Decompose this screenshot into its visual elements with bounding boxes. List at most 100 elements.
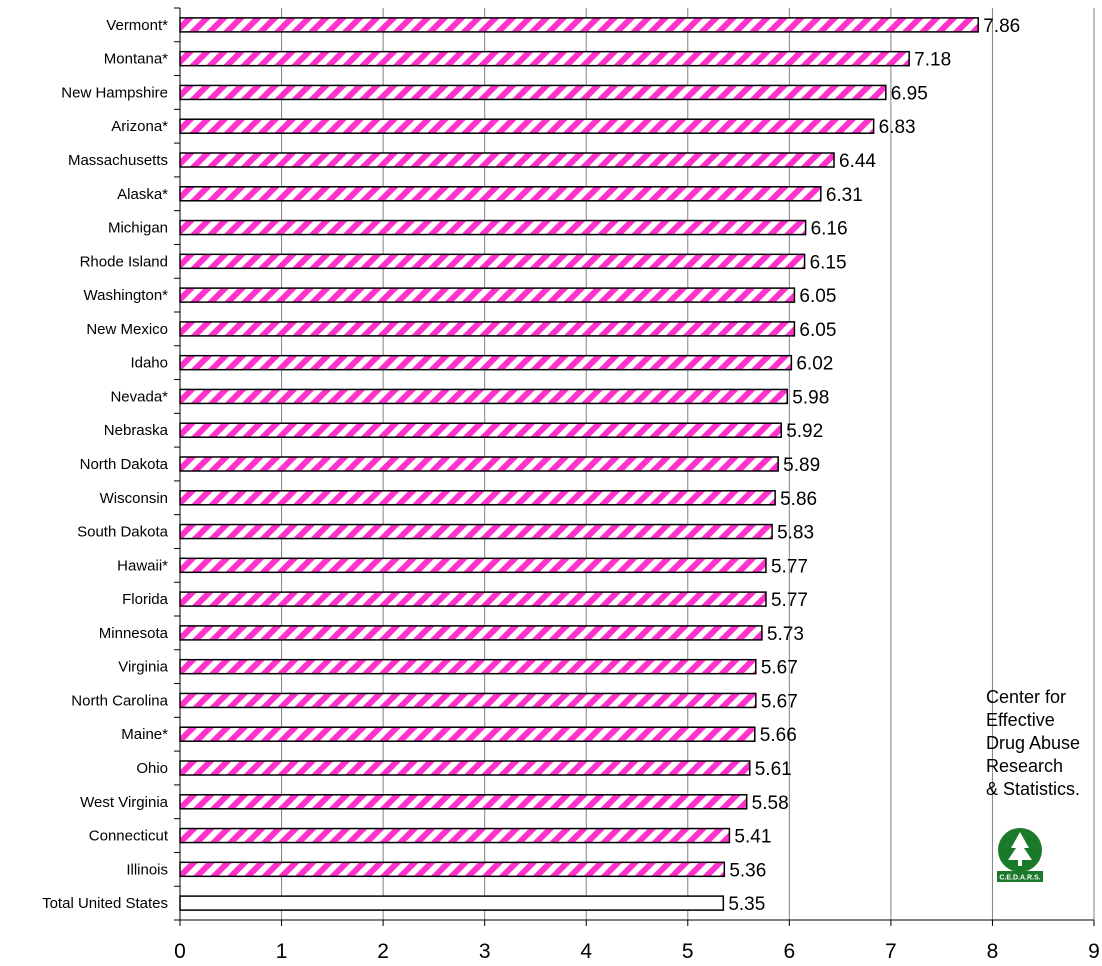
category-label: Virginia bbox=[118, 659, 168, 676]
category-label: Massachusetts bbox=[68, 152, 168, 169]
bar bbox=[179, 760, 751, 776]
data-label: 5.41 bbox=[734, 827, 771, 848]
bar bbox=[179, 895, 725, 911]
category-label: New Mexico bbox=[86, 321, 168, 338]
category-label: Washington* bbox=[84, 287, 169, 304]
bar bbox=[179, 287, 796, 303]
tick-label-x-7: 7 bbox=[885, 940, 897, 963]
bar bbox=[179, 658, 757, 675]
tick-label-x-9: 9 bbox=[1088, 940, 1100, 963]
note-line-1: Center for bbox=[986, 687, 1067, 707]
category-label: Arizona* bbox=[111, 118, 168, 135]
data-label: 5.35 bbox=[728, 894, 765, 915]
data-label: 6.05 bbox=[799, 286, 836, 307]
logo-text: C.E.D.A.R.S. bbox=[999, 875, 1040, 882]
bar bbox=[179, 794, 748, 810]
bar bbox=[179, 625, 763, 641]
category-label: Illinois bbox=[126, 861, 168, 878]
tick-label-x-2: 2 bbox=[377, 940, 389, 963]
labels: 0 1 2 3 4 5 6 7 8 9 Vermont* 7.86 Montana* 7.18 New Ha… bbox=[42, 16, 1100, 963]
category-label: West Virginia bbox=[80, 794, 168, 811]
data-label: 6.31 bbox=[826, 185, 863, 206]
category-label: Vermont* bbox=[106, 17, 168, 34]
category-label: Michigan bbox=[108, 220, 168, 237]
tick-label-x-5: 5 bbox=[682, 940, 694, 963]
data-label: 6.15 bbox=[810, 252, 847, 273]
category-label: South Dakota bbox=[77, 524, 169, 541]
tick-label-x-8: 8 bbox=[987, 940, 999, 963]
category-label: Montana* bbox=[104, 51, 168, 68]
data-label: 5.66 bbox=[760, 725, 797, 746]
bar bbox=[179, 523, 773, 540]
data-label: 5.77 bbox=[771, 556, 808, 577]
bar bbox=[179, 422, 782, 438]
data-label: 7.18 bbox=[914, 50, 951, 71]
bar bbox=[179, 827, 731, 844]
bar bbox=[179, 456, 779, 472]
note-line-2: Effective bbox=[986, 710, 1055, 730]
category-label: Wisconsin bbox=[100, 490, 168, 507]
category-label: Nebraska bbox=[104, 422, 169, 439]
tick-label-x-6: 6 bbox=[783, 940, 795, 963]
bar bbox=[179, 219, 807, 236]
data-label: 6.02 bbox=[796, 354, 833, 375]
category-label: Ohio bbox=[136, 760, 168, 777]
note-line-3: Drug Abuse bbox=[986, 733, 1081, 753]
bar bbox=[179, 186, 822, 202]
data-label: 5.67 bbox=[761, 691, 798, 712]
data-label: 5.36 bbox=[729, 860, 766, 881]
note-line-4: Research bbox=[986, 756, 1064, 776]
tick-label-x-0: 0 bbox=[174, 940, 186, 963]
data-label: 5.92 bbox=[786, 421, 823, 442]
logo-banner bbox=[997, 871, 1043, 882]
category-label: Maine* bbox=[121, 726, 168, 743]
bar bbox=[179, 17, 979, 33]
tick-label-x-4: 4 bbox=[580, 940, 592, 963]
category-label: Connecticut bbox=[89, 828, 169, 845]
category-label: New Hampshire bbox=[61, 84, 168, 101]
data-label: 7.86 bbox=[983, 16, 1020, 37]
cedars-note: Center for Effective Drug Abuse Research… bbox=[986, 686, 1102, 801]
note-line-5: & Statistics. bbox=[986, 779, 1081, 799]
category-label: Alaska* bbox=[117, 186, 168, 203]
bar bbox=[179, 354, 793, 371]
category-label: Idaho bbox=[130, 355, 168, 372]
category-label: Hawaii* bbox=[117, 557, 168, 574]
tick-label-x-3: 3 bbox=[479, 940, 491, 963]
data-label: 6.83 bbox=[879, 117, 916, 138]
bar bbox=[179, 726, 756, 742]
bar bbox=[179, 84, 887, 101]
data-label: 6.95 bbox=[891, 83, 928, 104]
category-label: North Dakota bbox=[80, 456, 169, 473]
data-label: 5.83 bbox=[777, 523, 814, 544]
tick-label-x-1: 1 bbox=[276, 940, 288, 963]
bar bbox=[179, 557, 767, 574]
bar bbox=[179, 253, 806, 270]
bar bbox=[179, 118, 875, 134]
data-label: 5.98 bbox=[792, 387, 829, 408]
bar bbox=[179, 321, 796, 337]
category-label: Minnesota bbox=[99, 625, 169, 642]
bar bbox=[179, 692, 757, 709]
data-label: 6.16 bbox=[811, 219, 848, 240]
data-label: 6.05 bbox=[799, 320, 836, 341]
data-label: 5.67 bbox=[761, 658, 798, 679]
data-label: 5.73 bbox=[767, 624, 804, 645]
data-label: 5.61 bbox=[755, 759, 792, 780]
bar bbox=[179, 861, 726, 878]
category-label: Florida bbox=[122, 591, 169, 608]
category-label: Total United States bbox=[42, 895, 168, 912]
cedars-logo: C.E.D.A.R.S. bbox=[997, 828, 1043, 882]
bar bbox=[179, 591, 767, 607]
bar bbox=[179, 490, 776, 506]
bars bbox=[179, 17, 979, 911]
bar bbox=[179, 152, 835, 168]
data-label: 6.44 bbox=[839, 151, 876, 172]
category-label: Rhode Island bbox=[80, 253, 168, 270]
category-label: Nevada* bbox=[110, 388, 168, 405]
bar bbox=[179, 50, 910, 67]
bar bbox=[179, 388, 789, 405]
data-label: 5.77 bbox=[771, 590, 808, 611]
data-label: 5.86 bbox=[780, 489, 817, 510]
